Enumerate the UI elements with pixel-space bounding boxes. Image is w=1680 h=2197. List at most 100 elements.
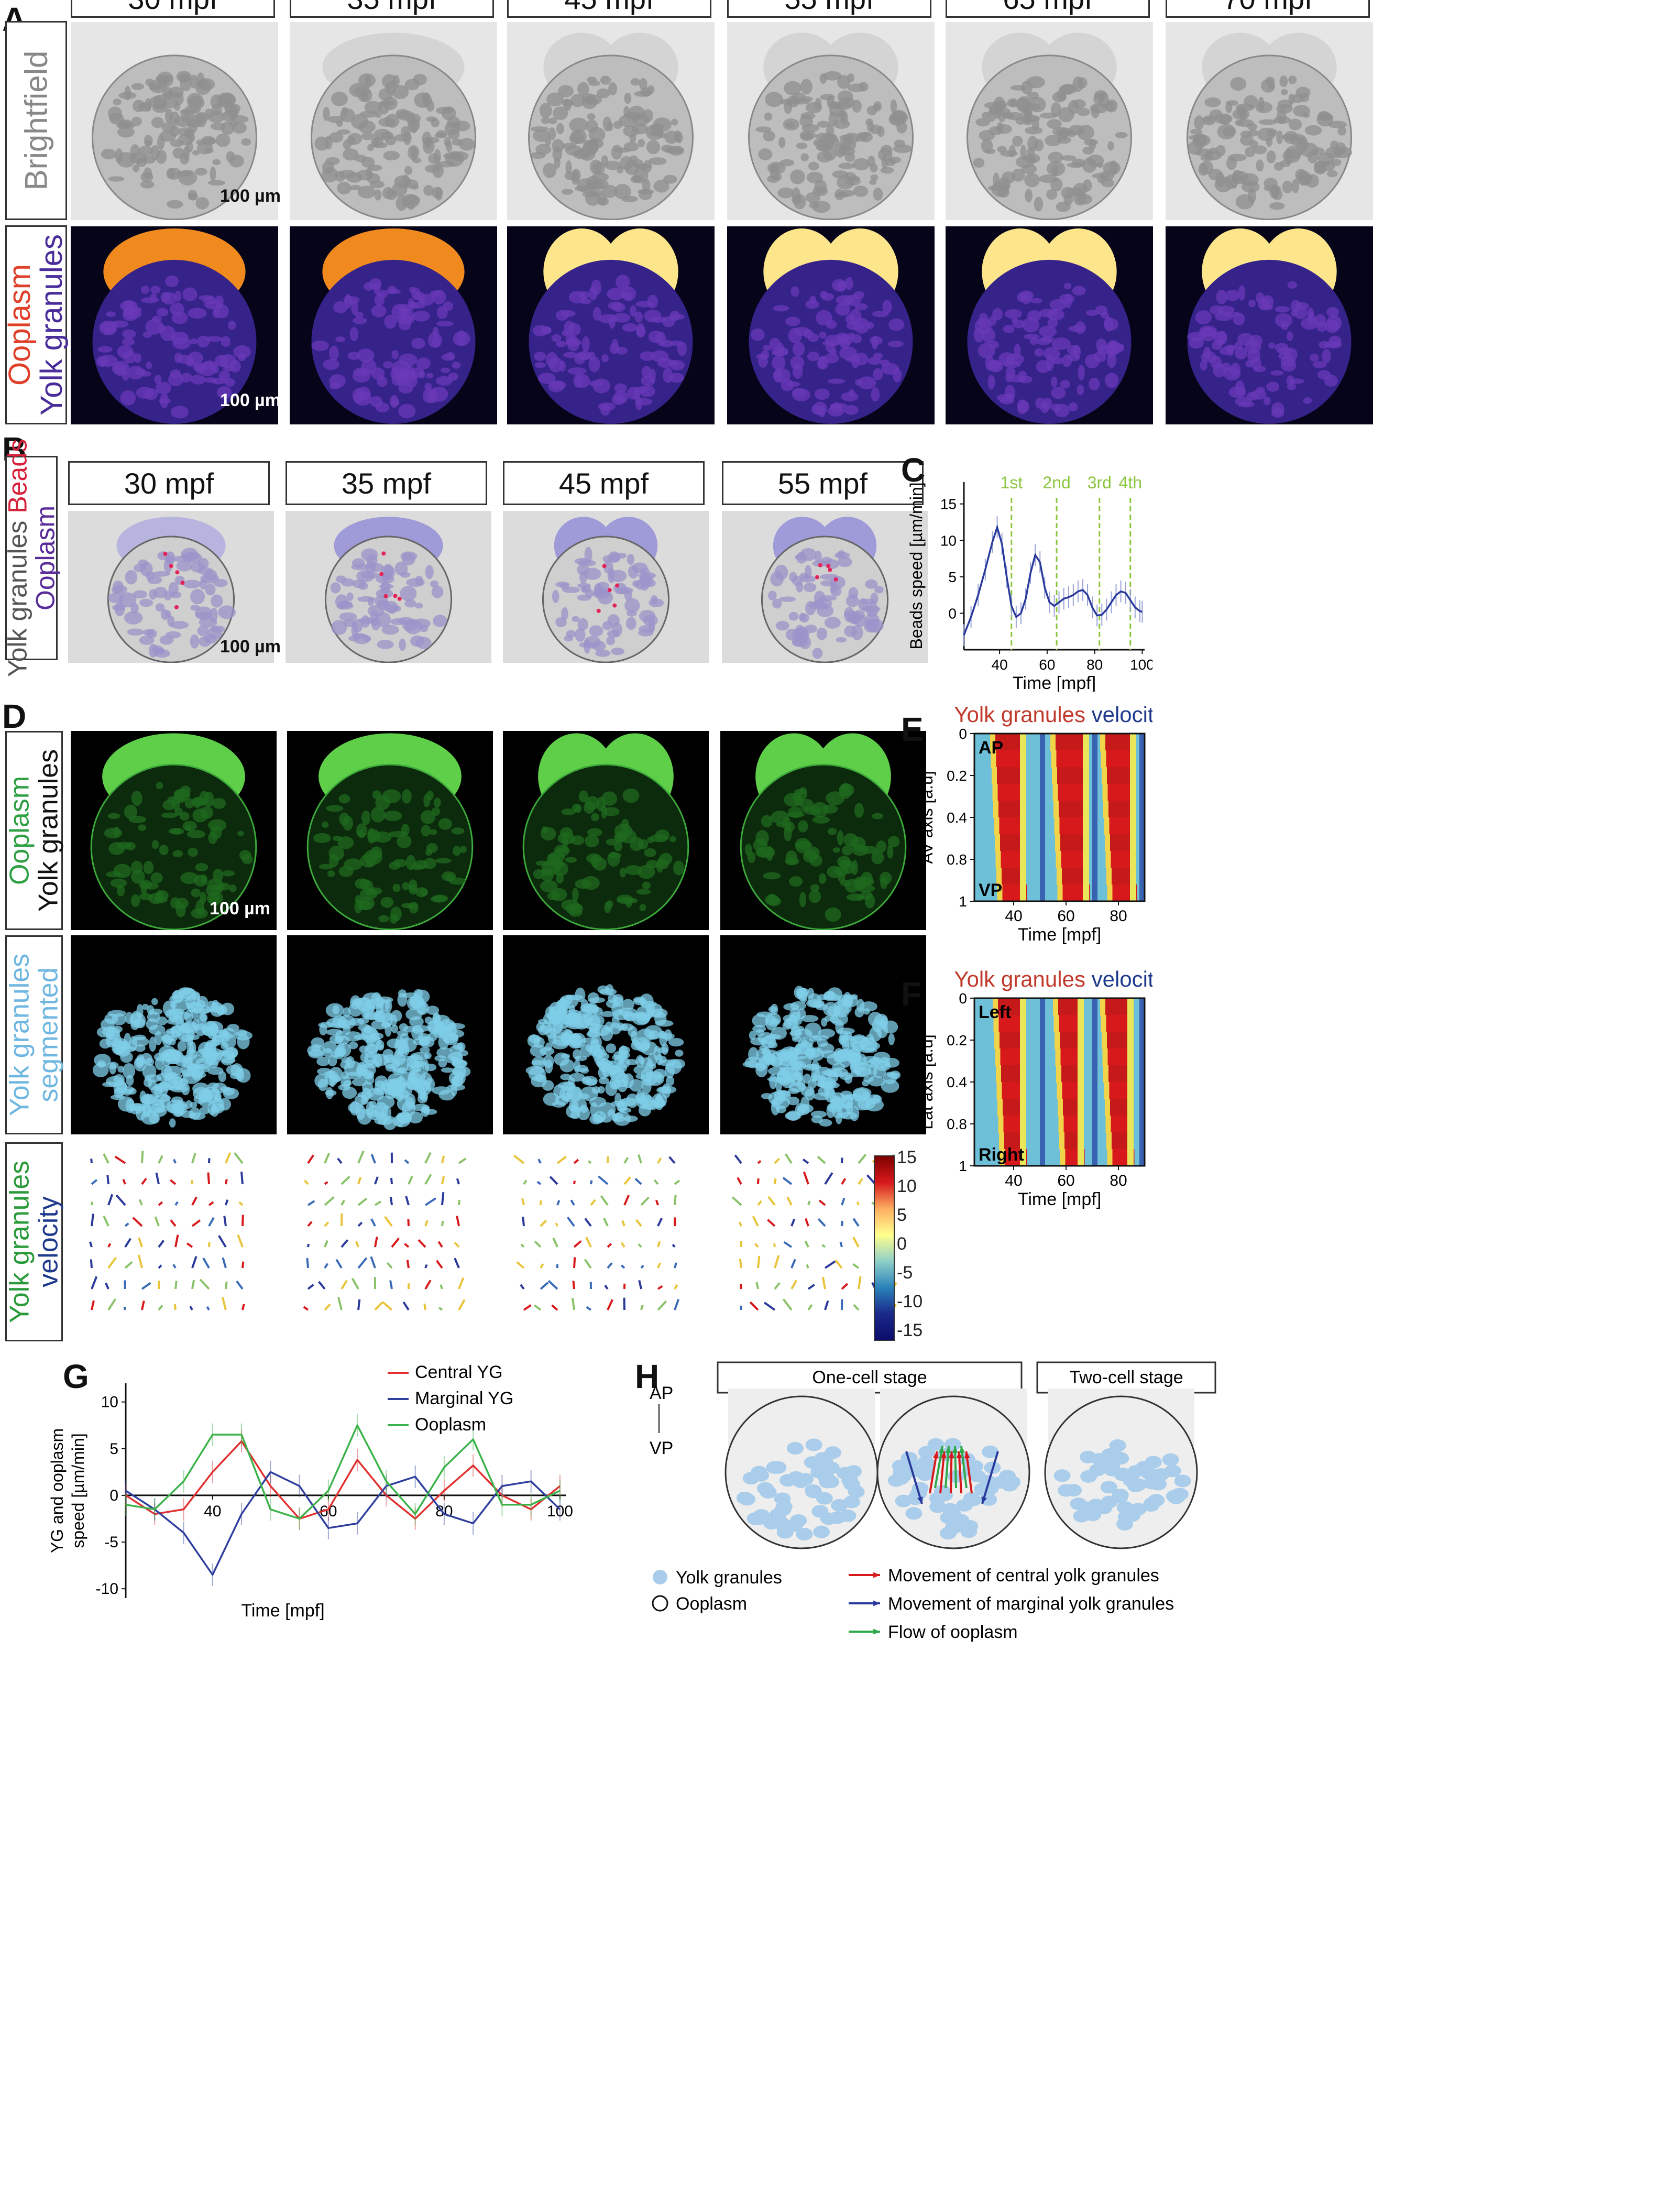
h-yolk-granule [779,1474,797,1487]
h-yolk-granule [1106,1449,1124,1462]
g-xtick-label: 40 [204,1503,221,1520]
heatmap-band-edge [996,1065,1001,1083]
heatmap-band-edge [1050,734,1056,751]
colorbar-tick-label: 10 [897,1176,917,1196]
h-yolk-granule [905,1507,923,1520]
heatmap-band-cell [1107,784,1133,801]
panelB-beads-word: Beads [3,439,32,513]
heatmap-band-edge [1127,1116,1134,1133]
heatmap-title-velocity: velocity [1092,967,1152,991]
heatmap-bottom-label: Right [979,1145,1024,1165]
h-arrowhead [940,1451,947,1459]
heatmap-band-edge [1078,1082,1084,1099]
heatmap-xtick-label: 60 [1057,1172,1074,1189]
h-yolk-granule [1100,1481,1117,1494]
heatmap-ytick-label: 0.2 [947,1032,967,1048]
chart-f: Yolk granules velocity Left Right 0 0.2 0.4 0.… [917,967,1152,1209]
heatmap-band-edge [1056,1065,1061,1083]
heatmap-band-cell [998,1015,1021,1032]
segmented-granules-image [503,935,709,1134]
h-arrowhead [948,1451,954,1458]
segmented-granules-image [287,935,493,1134]
h-ap-label: AP [650,1383,673,1403]
brightfield-image [727,22,935,220]
heatmap-band-edge [1058,1116,1064,1133]
heatmap-ytick-label: 0 [959,990,967,1007]
g-ylabel-line2: speed [µm/min] [69,1433,87,1548]
c-cleavage-label: 4th [1119,473,1142,492]
c-cleavage-label: 3rd [1088,473,1112,492]
heatmap-band-edge [1054,817,1060,835]
ooplasm-word: Ooplasm [3,264,37,386]
h-arrow-shaft [934,1446,943,1489]
h-arrow-shaft [981,1451,999,1504]
heatmap-neg-stripe [1092,734,1097,901]
h-yolk-granule [796,1527,813,1540]
heatmap-title: Yolk granules velocity [954,702,1152,727]
c-xtick-label: 60 [1039,657,1055,673]
heatmap-band-edge [1020,1099,1026,1116]
heatmap-band-edge [1130,834,1136,851]
heatmap-band-cell [1060,1048,1080,1066]
heatmap-band-cell [995,734,1020,751]
heatmap-band-cell [997,767,1022,784]
brightfield-image [946,22,1153,220]
g-series-line [125,1424,561,1520]
h-yolk-granule [797,1473,814,1486]
panelA-row2-label: Ooplasm Yolk granules [3,225,69,424]
g-legend-label: Marginal YG [415,1389,513,1408]
heatmap-band-edge [1020,784,1026,801]
h-yolk-granule [1145,1456,1162,1469]
heatmap-band-cell [998,801,1023,818]
heatmap-xtick-label: 40 [1005,1172,1022,1189]
h-yolk-granule [817,1471,834,1484]
panelA-time-label: 70 mpf [1166,0,1370,18]
beads-overlay-image [286,511,491,663]
h-yolk-granule [1140,1467,1158,1480]
h-arrowhead [956,1451,962,1459]
g-ytick-label: 10 [101,1394,118,1411]
heatmap-band-edge [1083,884,1089,902]
heatmap-band-edge [1105,1116,1111,1133]
h-yolk-granule [1129,1503,1147,1516]
heatmap-band-edge [1127,1065,1134,1083]
h-arrow-shaft [958,1451,962,1494]
heatmap-band-edge [1053,998,1058,1015]
heatmap-band-edge [1020,1015,1026,1032]
heatmap-band-edge [998,1116,1004,1133]
h-yolk-granule [982,1445,999,1458]
velocity-colorbar [874,1155,895,1341]
panelB-row-label: Yolk granules Beads Ooplasm [3,439,60,677]
velocity-field-image [720,1142,926,1341]
h-arrowhead [873,1572,880,1578]
heatmap-ylabel: AV axis [a.u] [917,771,936,864]
h-yolk-granule [945,1521,962,1534]
heatmap-band-edge [1127,1082,1134,1099]
c-xtick-label: 40 [992,657,1008,673]
heatmap-band-edge [1078,1116,1084,1133]
h-yolk-granule [811,1505,829,1518]
h-legend-flow: Flow of ooplasm [888,1622,1018,1642]
h-embryo [876,1389,1030,1549]
panel-letter-c: C [901,451,926,489]
heatmap-xtick-label: 80 [1110,908,1127,925]
h-yolk-granule [1144,1477,1161,1490]
g-series-line [125,1471,561,1576]
h-yolk-granule [774,1518,791,1531]
heatmap-band-cell [999,817,1024,835]
h-yolk-granule [934,1485,951,1498]
heatmap-band-edge [1078,1065,1084,1083]
panelD-row3-label: Yolk granules velocity [4,1142,63,1341]
g-xtick-label: 100 [547,1503,573,1520]
heatmap-title-yolk: Yolk granules [954,702,1091,727]
heatmap-band-edge [1020,1082,1026,1099]
heatmap-xtick-label: 80 [1110,1172,1127,1189]
heatmap-band-edge [1083,851,1089,868]
ooplasm-green-image [720,731,926,930]
heatmap-band-edge [1053,801,1059,818]
colorbar-tick-label: 15 [897,1147,917,1167]
beads-overlay-image [68,511,274,663]
h-arrow-shaft [965,1451,973,1494]
panelD-row2-text: Yolk granules segmented [4,954,63,1116]
heatmap-band-edge [994,1032,1000,1049]
